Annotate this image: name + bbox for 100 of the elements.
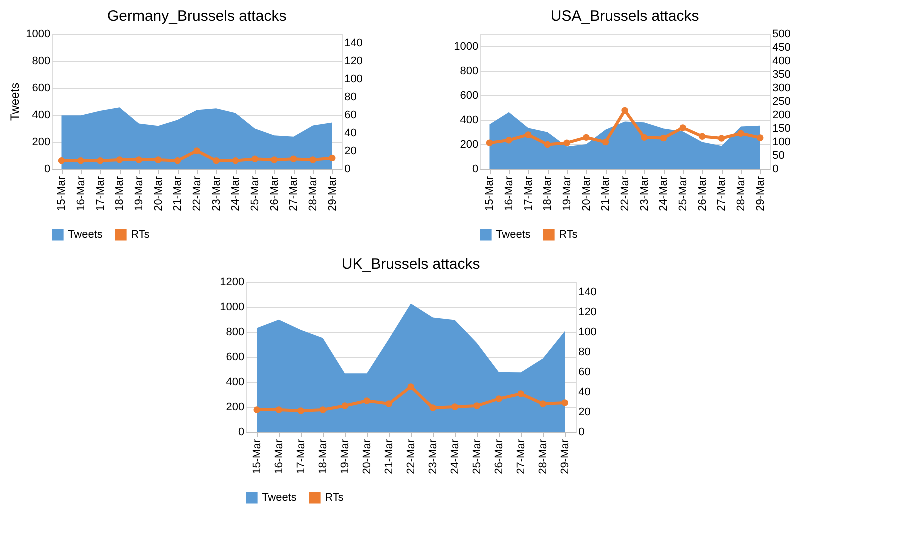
x-tick-label: 18-Mar — [542, 176, 554, 212]
x-tick-label: 15-Mar — [484, 176, 496, 212]
y2-tick-label: 150 — [772, 123, 791, 135]
point — [506, 137, 512, 144]
x-tick-label: 24-Mar — [658, 176, 670, 212]
y2-tick-label: 350 — [772, 69, 791, 81]
x-tick-label: 17-Mar — [296, 439, 308, 474]
point — [540, 400, 546, 408]
legend-label: Tweets — [68, 229, 104, 241]
x-tick-label: 25-Mar — [472, 439, 484, 474]
y2-tick-label: 50 — [772, 150, 785, 162]
x-tick-label: 19-Mar — [134, 176, 146, 212]
x-tick-label: 21-Mar — [172, 176, 184, 212]
x-tick-label: 23-Mar — [210, 176, 223, 212]
point — [486, 140, 494, 146]
y-tick-label: 800 — [460, 65, 479, 78]
y2-tick-label: 20 — [344, 146, 357, 158]
y2-tick-label: 80 — [344, 92, 357, 104]
point — [386, 400, 392, 408]
point — [271, 156, 278, 164]
x-tick-label: 24-Mar — [450, 439, 462, 474]
x-tick-label: 27-Mar — [288, 176, 300, 212]
x-tick-label: 19-Mar — [340, 439, 352, 474]
x-tick-label: 16-Mar — [274, 439, 286, 474]
y2-tick-label: 450 — [772, 42, 791, 54]
y-tick-label: 400 — [226, 376, 245, 388]
point — [174, 158, 182, 164]
point — [474, 402, 480, 410]
point — [252, 156, 258, 162]
x-tick-label: 27-Mar — [516, 439, 528, 474]
point — [757, 134, 764, 142]
point — [699, 133, 706, 140]
y2-tick-label: 120 — [344, 56, 363, 68]
point — [660, 134, 668, 142]
point — [680, 124, 686, 132]
chart-title: USA_Brussels attacks — [550, 8, 700, 25]
point — [562, 400, 568, 406]
point — [298, 408, 304, 414]
point — [310, 156, 316, 164]
x-tick-label: 16-Mar — [504, 176, 516, 212]
y-tick-label: 800 — [32, 56, 51, 68]
point — [525, 132, 532, 138]
legend-label: Tweets — [262, 492, 298, 504]
legend-label: RTs — [325, 492, 344, 504]
x-tick-label: 22-Mar — [620, 176, 632, 212]
x-tick-label: 21-Mar — [600, 176, 612, 212]
y2-tick-label: 200 — [772, 110, 791, 122]
y-axis-title: Tweets — [8, 82, 22, 122]
x-tick-label: 16-Mar — [76, 176, 88, 212]
y2-tick-label: 0 — [344, 164, 351, 176]
y-tick-label: 600 — [226, 352, 245, 364]
point — [602, 138, 610, 146]
point — [194, 148, 200, 154]
y2-tick-label: 0 — [772, 164, 779, 176]
point — [738, 130, 744, 137]
point — [136, 156, 142, 164]
point — [718, 135, 726, 142]
point — [58, 158, 66, 164]
x-tick-label: 18-Mar — [114, 176, 126, 212]
y-tick-label: 200 — [32, 136, 51, 148]
x-tick-label: 28-Mar — [538, 439, 550, 474]
y-tick-label: 400 — [460, 114, 479, 126]
x-tick-label: 24-Mar — [230, 176, 242, 212]
x-tick-label: 20-Mar — [152, 176, 165, 212]
point — [408, 384, 414, 390]
x-tick-label: 27-Mar — [716, 176, 728, 212]
y-tick-label: 1000 — [26, 28, 51, 40]
x-tick-label: 23-Mar — [638, 176, 651, 212]
chart-title: UK_Brussels attacks — [342, 256, 480, 273]
y-tick-label: 200 — [226, 402, 245, 414]
x-tick-label: 20-Mar — [580, 176, 593, 212]
x-tick-label: 15-Mar — [56, 176, 68, 212]
x-tick-label: 29-Mar — [754, 176, 767, 212]
x-tick-label: 17-Mar — [94, 176, 107, 212]
y2-tick-label: 60 — [578, 366, 591, 378]
x-tick-label: 22-Mar — [192, 176, 204, 212]
y2-tick-label: 100 — [578, 326, 597, 338]
x-tick-label: 29-Mar — [560, 439, 572, 474]
y2-tick-label: 60 — [344, 110, 357, 122]
point — [276, 406, 282, 414]
point — [583, 134, 590, 142]
point — [329, 154, 336, 162]
y2-tick-label: 100 — [344, 74, 363, 86]
x-tick-label: 28-Mar — [308, 176, 320, 212]
y-tick-label: 0 — [472, 164, 479, 176]
x-tick-label: 25-Mar — [250, 176, 262, 212]
x-tick-label: 20-Mar — [362, 439, 374, 474]
y2-tick-label: 40 — [578, 386, 591, 398]
y2-tick-label: 20 — [578, 406, 591, 418]
legend-label: RTs — [131, 229, 150, 241]
point — [213, 158, 220, 164]
point — [116, 156, 124, 164]
point — [254, 406, 260, 414]
y2-tick-label: 80 — [578, 346, 591, 358]
y-tick-label: 600 — [32, 82, 51, 94]
x-tick-label: 15-Mar — [252, 439, 264, 474]
legend-label: Tweets — [496, 229, 532, 241]
x-tick-label: 17-Mar — [522, 176, 535, 212]
point — [290, 156, 298, 162]
point — [232, 158, 240, 164]
